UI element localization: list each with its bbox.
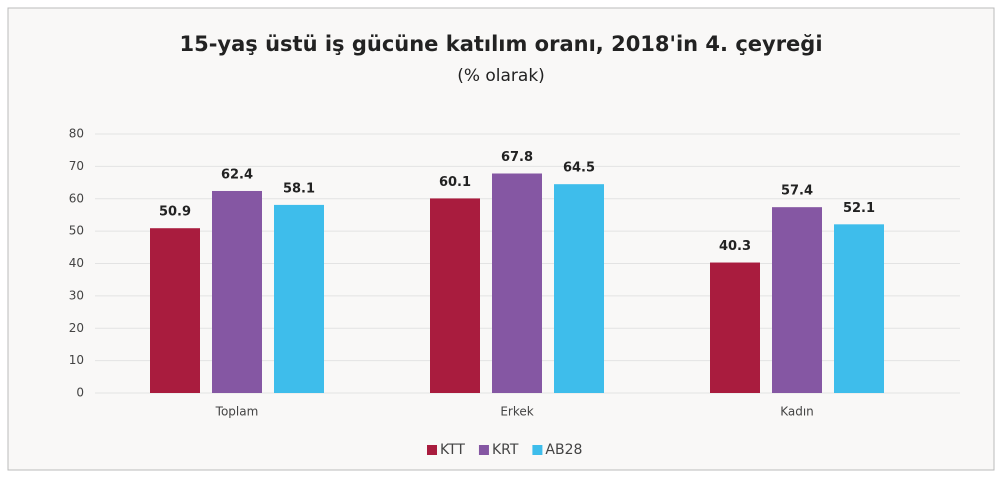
- bar: [834, 224, 884, 393]
- bar: [430, 198, 480, 393]
- y-tick-label: 10: [69, 353, 84, 367]
- legend-swatch: [532, 445, 543, 455]
- value-label: 62.4: [221, 167, 253, 182]
- x-tick-label: Toplam: [215, 405, 259, 419]
- chart-title: 15-yaş üstü iş gücüne katılım oranı, 201…: [179, 32, 822, 56]
- bar: [150, 228, 200, 393]
- legend-swatch: [427, 445, 437, 455]
- bar: [772, 207, 822, 393]
- bar: [212, 190, 262, 393]
- y-tick-label: 30: [69, 288, 84, 302]
- y-tick-label: 20: [69, 321, 84, 335]
- y-tick-label: 70: [69, 159, 84, 173]
- value-label: 64.5: [563, 161, 595, 176]
- x-tick-label: Erkek: [500, 405, 533, 419]
- legend-label: AB28: [545, 442, 582, 458]
- value-label: 40.3: [719, 239, 751, 254]
- y-tick-label: 50: [69, 224, 84, 238]
- bar: [710, 262, 760, 393]
- value-label: 50.9: [159, 205, 191, 220]
- value-label: 57.4: [781, 184, 813, 199]
- legend-label: KTT: [440, 442, 465, 458]
- value-label: 60.1: [439, 175, 471, 190]
- value-label: 58.1: [283, 181, 315, 196]
- y-tick-label: 80: [69, 127, 84, 141]
- chart-subtitle: (% olarak): [457, 66, 545, 86]
- y-tick-label: 40: [69, 256, 84, 270]
- value-label: 52.1: [843, 201, 875, 216]
- y-tick-label: 0: [76, 386, 84, 400]
- y-tick-label: 60: [69, 191, 84, 205]
- bar: [492, 173, 542, 393]
- value-label: 67.8: [501, 150, 533, 165]
- legend-label: KRT: [492, 442, 519, 458]
- x-tick-label: Kadın: [780, 405, 814, 419]
- legend-swatch: [478, 445, 489, 455]
- bar: [274, 204, 324, 393]
- bar: [554, 184, 604, 393]
